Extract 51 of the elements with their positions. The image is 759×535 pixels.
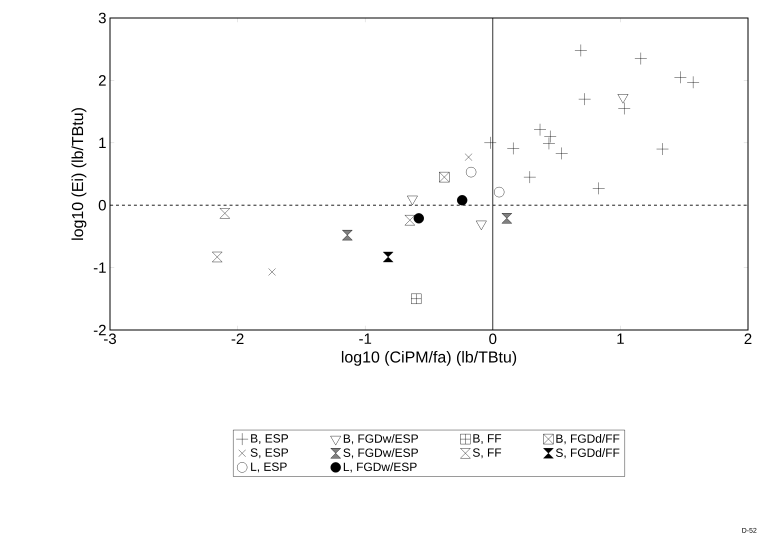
legend-label: S, FF [472, 448, 502, 458]
point [674, 71, 687, 84]
point [342, 230, 353, 240]
point [578, 92, 591, 106]
legend-label: B, ESP [251, 434, 288, 444]
y-tick-label: -1 [94, 262, 106, 273]
point [542, 137, 556, 150]
point [404, 214, 416, 226]
point [524, 170, 536, 184]
y-axis-title: log10 (Ei) (lb/TBtu) [71, 108, 86, 240]
point [212, 252, 222, 262]
y-tick-label: 2 [98, 75, 106, 86]
point [574, 44, 588, 57]
point [439, 172, 450, 182]
point [618, 102, 630, 115]
point [686, 76, 700, 88]
point [544, 130, 556, 143]
x-tick-label: -3 [104, 334, 116, 344]
legend-label: L, ESP [251, 462, 287, 472]
legend-label: L, FGDw/ESP [344, 462, 417, 473]
point [456, 195, 468, 206]
y-tick-label: 1 [99, 138, 106, 148]
y-tick-label: 0 [98, 200, 106, 210]
legend-label: S, FGDw/ESP [343, 448, 418, 458]
point [414, 213, 424, 224]
y-tick-label: -2 [94, 324, 106, 336]
point [220, 208, 230, 218]
point [634, 52, 647, 65]
point [502, 213, 512, 224]
point [592, 182, 605, 195]
legend-label: B, FGDd/FF [556, 434, 620, 444]
legend-label: S, ESP [250, 448, 288, 458]
legend-label: B, FGDw/ESP [344, 434, 418, 444]
x-axis-title: log10 (CiPM/fa) (lb/TBtu) [342, 350, 516, 366]
point [656, 142, 669, 156]
x-tick-label: -1 [359, 334, 372, 344]
point [268, 268, 276, 276]
point [382, 252, 394, 262]
point [411, 294, 422, 304]
point [484, 136, 496, 149]
point [507, 142, 520, 155]
point [556, 147, 568, 160]
point [534, 124, 546, 136]
point [464, 153, 472, 161]
x-tick-label: 0 [489, 334, 496, 344]
x-tick-label: -2 [232, 334, 244, 344]
y-tick-label: 3 [98, 12, 106, 24]
legend-label: B, FF [473, 434, 502, 444]
x-tick-label: 1 [617, 334, 624, 344]
x-tick-label: 2 [744, 334, 752, 344]
legend-label: S, FGDd/FF [556, 448, 620, 458]
